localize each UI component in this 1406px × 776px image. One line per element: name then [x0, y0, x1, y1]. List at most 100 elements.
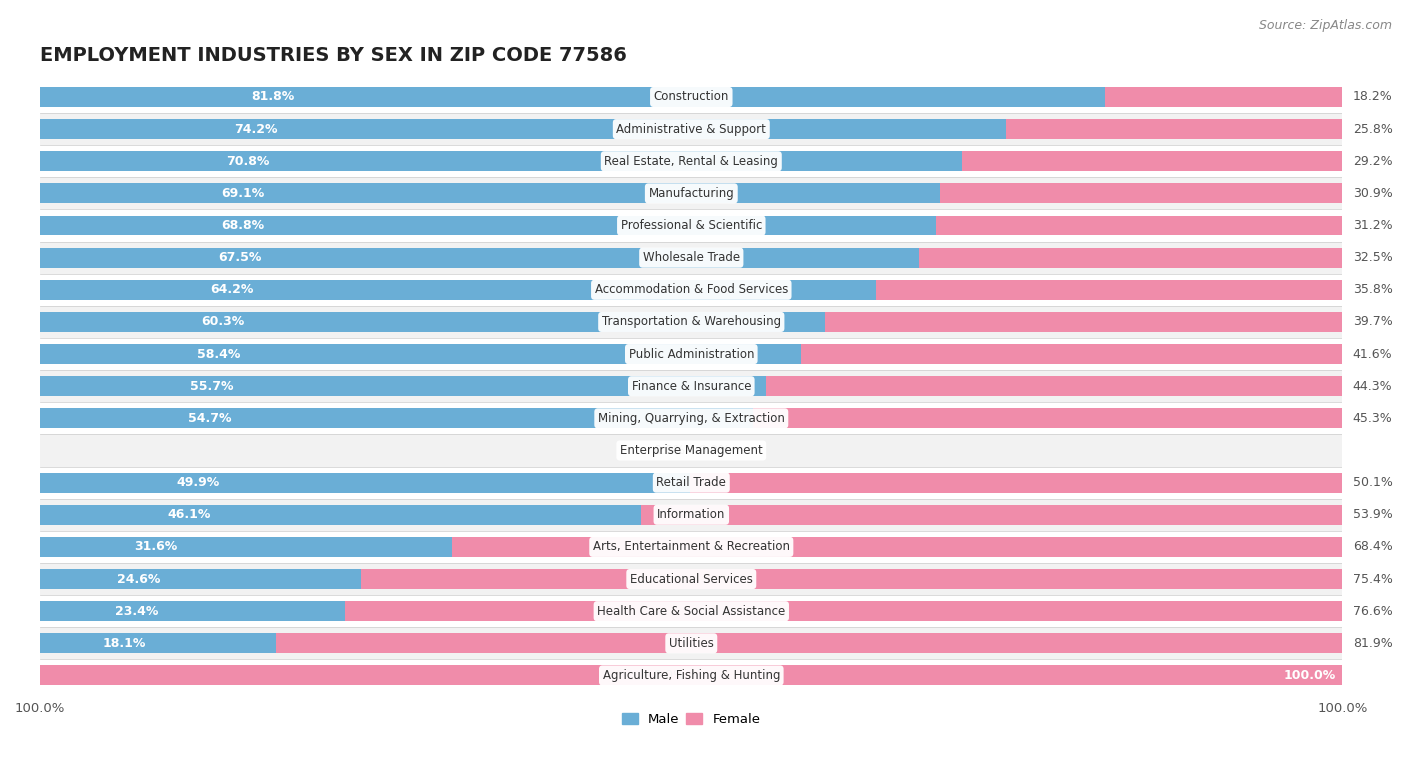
Text: 75.4%: 75.4%: [1353, 573, 1393, 586]
Bar: [41, 505, 641, 525]
Text: 100.0%: 100.0%: [1284, 669, 1336, 682]
Bar: [876, 280, 1343, 300]
Text: 64.2%: 64.2%: [211, 283, 253, 296]
Bar: [41, 113, 1343, 145]
Text: Public Administration: Public Administration: [628, 348, 754, 361]
Bar: [765, 376, 1343, 397]
Text: Educational Services: Educational Services: [630, 573, 752, 586]
Text: 81.9%: 81.9%: [1353, 637, 1392, 650]
Bar: [344, 601, 1343, 621]
Bar: [41, 87, 1105, 107]
Bar: [41, 210, 1343, 241]
Bar: [41, 178, 1343, 210]
Text: 49.9%: 49.9%: [177, 476, 219, 489]
Text: 18.1%: 18.1%: [103, 637, 146, 650]
Text: Accommodation & Food Services: Accommodation & Food Services: [595, 283, 787, 296]
Text: 58.4%: 58.4%: [197, 348, 240, 361]
Text: Utilities: Utilities: [669, 637, 714, 650]
Text: Enterprise Management: Enterprise Management: [620, 444, 762, 457]
Text: Administrative & Support: Administrative & Support: [616, 123, 766, 136]
Text: 41.6%: 41.6%: [1353, 348, 1392, 361]
Bar: [276, 633, 1343, 653]
Bar: [41, 241, 1343, 274]
Text: 31.6%: 31.6%: [134, 540, 177, 553]
Bar: [41, 370, 1343, 402]
Text: Wholesale Trade: Wholesale Trade: [643, 251, 740, 264]
Bar: [41, 344, 800, 364]
Text: 31.2%: 31.2%: [1353, 219, 1392, 232]
Bar: [41, 338, 1343, 370]
Bar: [41, 537, 451, 557]
Text: 46.1%: 46.1%: [167, 508, 211, 521]
Bar: [752, 408, 1343, 428]
Text: 32.5%: 32.5%: [1353, 251, 1392, 264]
Bar: [690, 473, 1343, 493]
Bar: [41, 248, 920, 268]
Bar: [41, 660, 1343, 691]
Bar: [41, 151, 962, 171]
Bar: [41, 473, 690, 493]
Text: 81.8%: 81.8%: [252, 91, 295, 103]
Text: Health Care & Social Assistance: Health Care & Social Assistance: [598, 605, 786, 618]
Bar: [41, 376, 765, 397]
Bar: [941, 183, 1343, 203]
Bar: [41, 120, 1007, 139]
Bar: [41, 466, 1343, 499]
Legend: Male, Female: Male, Female: [617, 708, 766, 731]
Bar: [41, 595, 1343, 627]
Text: 18.2%: 18.2%: [1353, 91, 1392, 103]
Text: 70.8%: 70.8%: [226, 154, 269, 168]
Text: 24.6%: 24.6%: [117, 573, 160, 586]
Text: EMPLOYMENT INDUSTRIES BY SEX IN ZIP CODE 77586: EMPLOYMENT INDUSTRIES BY SEX IN ZIP CODE…: [41, 46, 627, 65]
Text: Manufacturing: Manufacturing: [648, 187, 734, 200]
Bar: [41, 569, 360, 589]
Text: 25.8%: 25.8%: [1353, 123, 1393, 136]
Bar: [1105, 87, 1343, 107]
Text: 74.2%: 74.2%: [233, 123, 277, 136]
Bar: [825, 312, 1343, 332]
Text: Source: ZipAtlas.com: Source: ZipAtlas.com: [1258, 19, 1392, 33]
Text: 54.7%: 54.7%: [188, 412, 232, 424]
Bar: [41, 216, 936, 235]
Text: 60.3%: 60.3%: [201, 316, 245, 328]
Text: 53.9%: 53.9%: [1353, 508, 1392, 521]
Bar: [41, 666, 1343, 685]
Bar: [41, 183, 941, 203]
Text: 50.1%: 50.1%: [1353, 476, 1393, 489]
Bar: [41, 627, 1343, 660]
Bar: [41, 274, 1343, 306]
Text: 39.7%: 39.7%: [1353, 316, 1392, 328]
Text: Information: Information: [657, 508, 725, 521]
Bar: [360, 569, 1343, 589]
Text: 23.4%: 23.4%: [114, 605, 157, 618]
Text: 55.7%: 55.7%: [190, 379, 233, 393]
Text: Arts, Entertainment & Recreation: Arts, Entertainment & Recreation: [593, 540, 790, 553]
Text: Agriculture, Fishing & Hunting: Agriculture, Fishing & Hunting: [603, 669, 780, 682]
Bar: [451, 537, 1343, 557]
Bar: [641, 505, 1343, 525]
Text: 44.3%: 44.3%: [1353, 379, 1392, 393]
Bar: [41, 145, 1343, 178]
Text: 69.1%: 69.1%: [222, 187, 264, 200]
Text: Retail Trade: Retail Trade: [657, 476, 727, 489]
Bar: [41, 306, 1343, 338]
Text: Mining, Quarrying, & Extraction: Mining, Quarrying, & Extraction: [598, 412, 785, 424]
Text: 0.0%: 0.0%: [652, 444, 685, 457]
Text: 67.5%: 67.5%: [218, 251, 262, 264]
Bar: [41, 435, 1343, 466]
Text: Professional & Scientific: Professional & Scientific: [620, 219, 762, 232]
Bar: [800, 344, 1343, 364]
Text: 30.9%: 30.9%: [1353, 187, 1392, 200]
Text: 76.6%: 76.6%: [1353, 605, 1392, 618]
Bar: [41, 312, 825, 332]
Text: 68.8%: 68.8%: [221, 219, 264, 232]
Text: Real Estate, Rental & Leasing: Real Estate, Rental & Leasing: [605, 154, 779, 168]
Bar: [41, 81, 1343, 113]
Bar: [920, 248, 1343, 268]
Text: 0.0%: 0.0%: [652, 669, 685, 682]
Text: Finance & Insurance: Finance & Insurance: [631, 379, 751, 393]
Bar: [962, 151, 1343, 171]
Bar: [41, 563, 1343, 595]
Bar: [41, 633, 276, 653]
Text: 68.4%: 68.4%: [1353, 540, 1392, 553]
